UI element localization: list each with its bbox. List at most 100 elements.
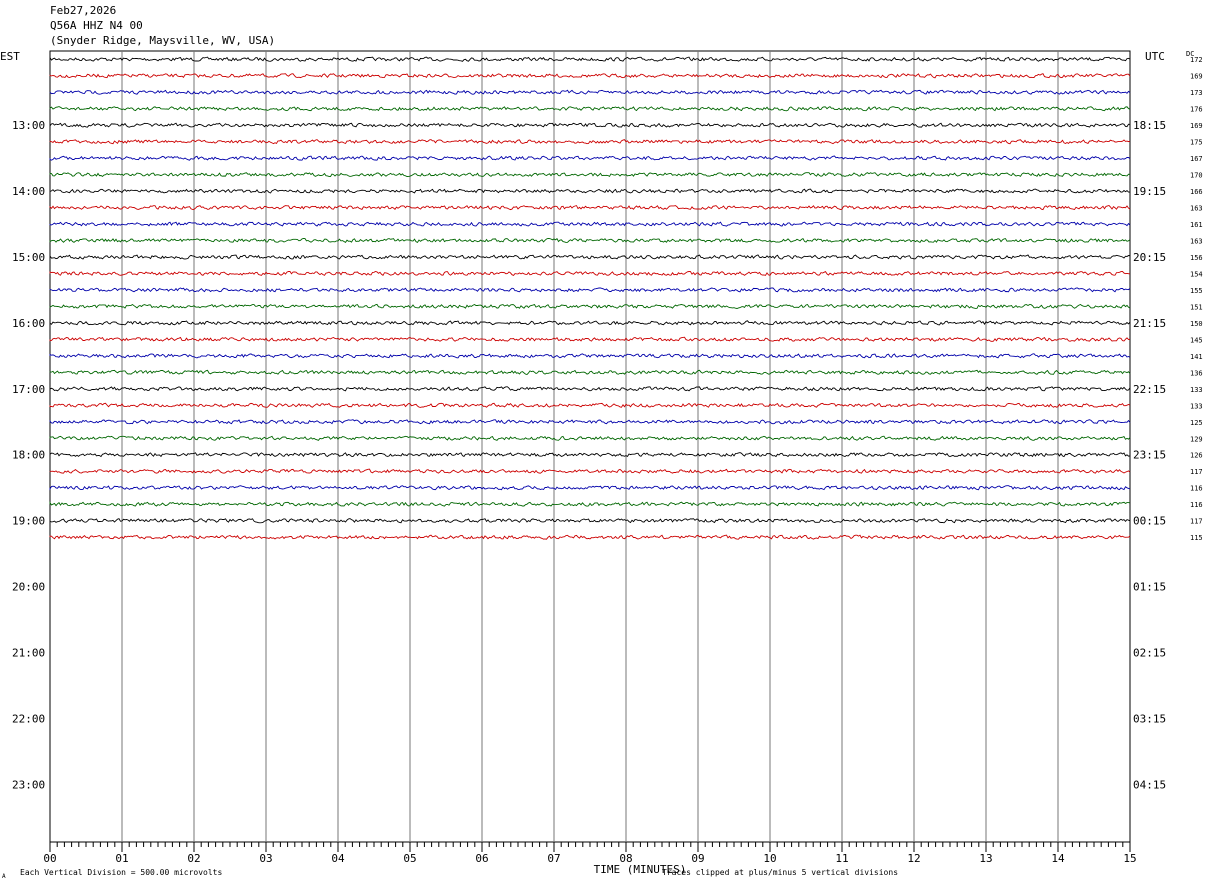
dc-offset-label: 169: [1190, 122, 1203, 130]
est-hour-label: 23:00: [12, 778, 45, 791]
utc-hour-label: 21:15: [1133, 317, 1166, 330]
trace-line: [49, 73, 1131, 79]
plot-frame: [49, 50, 1131, 843]
est-hour-label: 13:00: [12, 119, 45, 132]
trace-line: [49, 386, 1131, 392]
dc-offset-label: 125: [1190, 419, 1203, 427]
utc-hour-label: 00:15: [1133, 515, 1166, 528]
utc-hour-label: 03:15: [1133, 712, 1166, 725]
trace-line: [49, 155, 1131, 161]
est-hour-label: 21:00: [12, 646, 45, 659]
utc-hour-label: 01:15: [1133, 581, 1166, 594]
header-location: (Snyder Ridge, Maysville, WV, USA): [50, 34, 276, 47]
dc-offset-label: 156: [1190, 254, 1203, 262]
x-tick-label: 02: [187, 852, 200, 865]
dc-offset-label: 170: [1190, 172, 1203, 180]
x-tick-label: 00: [43, 852, 56, 865]
clip-note: Traces clipped at plus/minus 5 vertical …: [662, 868, 898, 877]
est-hour-label: 18:00: [12, 449, 45, 462]
est-hour-label: 16:00: [12, 317, 45, 330]
trace-line: [49, 402, 1131, 408]
time-axis-label: TIME (MINUTES): [594, 863, 687, 876]
scale-note: Each Vertical Division = 500.00 microvol…: [20, 868, 222, 877]
est-hour-label: 15:00: [12, 251, 45, 264]
dc-offset-label: 117: [1190, 518, 1203, 526]
trace-line: [49, 204, 1131, 211]
dc-offset-label: 163: [1190, 238, 1203, 246]
trace-line: [49, 270, 1131, 276]
trace-line: [49, 287, 1131, 293]
est-hour-label: 14:00: [12, 185, 45, 198]
dc-offset-label: 154: [1190, 270, 1203, 278]
dc-offset-label: 136: [1190, 369, 1203, 377]
dc-offset-label: 175: [1190, 139, 1203, 147]
dc-offset-label: 151: [1190, 303, 1203, 311]
trace-line: [49, 89, 1131, 95]
x-tick-label: 04: [331, 852, 345, 865]
trace-line: [49, 452, 1131, 458]
trace-line: [49, 55, 1131, 62]
utc-hour-label: 20:15: [1133, 251, 1166, 264]
trace-line: [49, 221, 1131, 227]
x-tick-label: 11: [835, 852, 848, 865]
x-tick-label: 10: [763, 852, 776, 865]
trace-line: [49, 435, 1131, 441]
x-tick-label: 07: [547, 852, 560, 865]
utc-hour-label: 04:15: [1133, 778, 1166, 791]
x-tick-label: 08: [619, 852, 632, 865]
est-zone-label: EST: [0, 50, 20, 63]
trace-line: [49, 501, 1131, 507]
trace-line: [49, 534, 1131, 540]
trace-line: [49, 303, 1131, 309]
dc-offset-label: 145: [1190, 336, 1203, 344]
utc-hour-label: 19:15: [1133, 185, 1166, 198]
dc-offset-label: 141: [1190, 353, 1203, 361]
trace-line: [49, 369, 1131, 376]
trace-line: [49, 122, 1131, 128]
utc-hour-label: 18:15: [1133, 119, 1166, 132]
dc-offset-label: 133: [1190, 402, 1203, 410]
dc-label: DC: [1186, 50, 1194, 58]
x-tick-label: 15: [1123, 852, 1136, 865]
corner-mark: A: [2, 873, 6, 880]
trace-line: [49, 419, 1131, 425]
trace-line: [49, 188, 1130, 194]
trace-line: [49, 106, 1131, 112]
header-date: Feb27,2026: [50, 4, 117, 17]
trace-line: [49, 139, 1131, 145]
dc-offset-label: 163: [1190, 205, 1203, 213]
dc-offset-label: 115: [1190, 534, 1203, 542]
trace-line: [49, 518, 1131, 524]
dc-offset-label: 133: [1190, 386, 1203, 394]
dc-offset-label: 126: [1190, 452, 1203, 460]
trace-line: [49, 254, 1131, 260]
dc-offset-label: 166: [1190, 188, 1203, 196]
utc-zone-label: UTC: [1145, 50, 1165, 63]
x-tick-label: 06: [475, 852, 488, 865]
trace-line: [49, 172, 1131, 178]
trace-line: [49, 320, 1131, 326]
x-tick-label: 03: [259, 852, 272, 865]
x-tick-label: 09: [691, 852, 704, 865]
dc-offset-label: 116: [1190, 485, 1203, 493]
trace-line: [49, 468, 1131, 474]
est-hour-label: 17:00: [12, 383, 45, 396]
dc-offset-label: 155: [1190, 287, 1203, 295]
trace-line: [49, 353, 1131, 359]
dc-offset-label: 150: [1190, 320, 1203, 328]
est-hour-label: 22:00: [12, 712, 45, 725]
x-tick-label: 01: [115, 852, 128, 865]
dc-offset-label: 167: [1190, 155, 1203, 163]
dc-offset-label: 172: [1190, 56, 1203, 64]
x-tick-label: 05: [403, 852, 416, 865]
trace-line: [49, 485, 1131, 491]
utc-hour-label: 22:15: [1133, 383, 1166, 396]
dc-offset-label: 117: [1190, 468, 1203, 476]
est-hour-label: 20:00: [12, 581, 45, 594]
est-hour-label: 19:00: [12, 515, 45, 528]
dc-offset-label: 176: [1190, 106, 1203, 114]
trace-line: [49, 336, 1131, 342]
dc-offset-label: 169: [1190, 73, 1203, 81]
x-tick-label: 14: [1051, 852, 1065, 865]
